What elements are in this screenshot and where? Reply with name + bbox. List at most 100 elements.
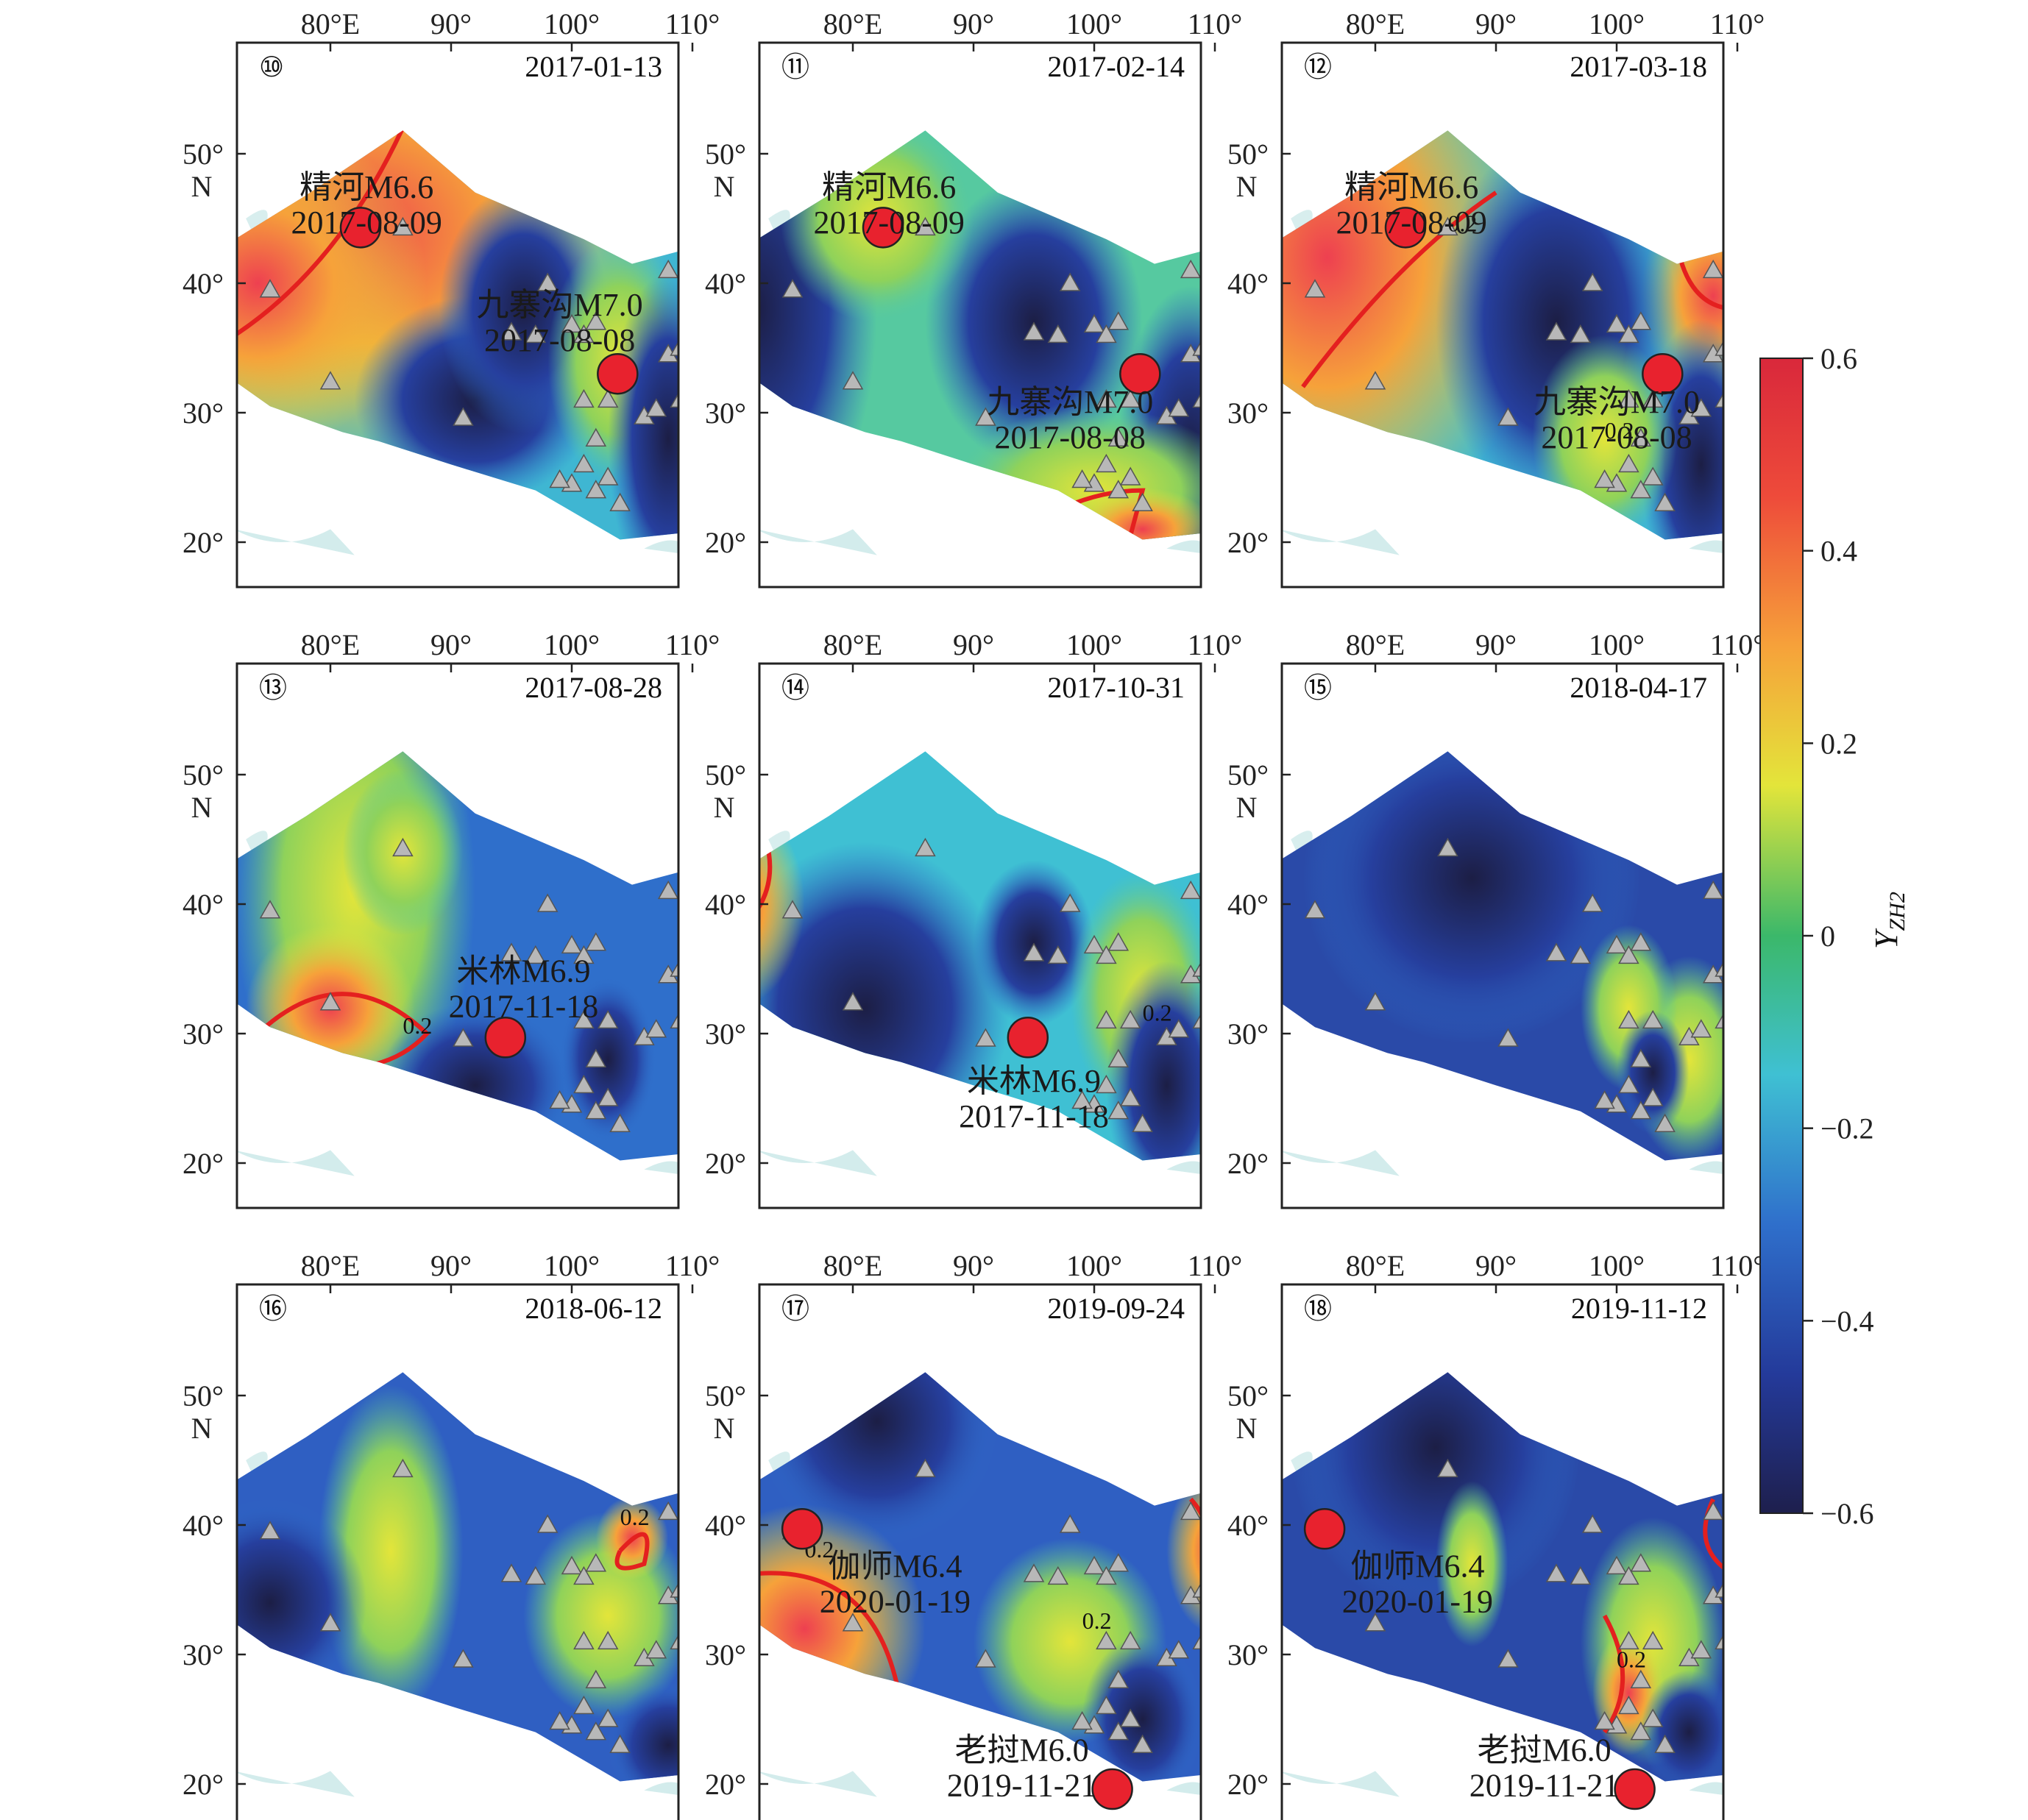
station-triangle <box>1570 1565 1592 1585</box>
station-triangle <box>1096 1695 1117 1715</box>
station-triangle <box>1168 1019 1190 1038</box>
station-triangle <box>1497 407 1519 426</box>
station-triangle <box>1107 1553 1130 1572</box>
y-unit-label: N <box>714 1412 735 1445</box>
panel-number: ⑱ <box>1304 1294 1332 1325</box>
event-date: 2017-11-18 <box>959 1098 1109 1134</box>
panel-frame <box>235 41 680 589</box>
station-triangle <box>975 1028 996 1047</box>
coast-hint <box>1689 1161 1723 1175</box>
station-triangle <box>1192 1634 1201 1650</box>
y-tick-label: 20° <box>182 526 224 559</box>
cold-anomaly <box>1291 1372 1581 1613</box>
event-name: 伽师M6.4 <box>1350 1548 1484 1584</box>
colorbar-tick-label: −0.4 <box>1820 1304 1874 1337</box>
station-triangle <box>573 1695 595 1715</box>
station-triangle <box>1715 392 1723 408</box>
panel-date: 2018-04-17 <box>1570 671 1707 704</box>
station-triangle <box>561 313 583 333</box>
station-triangle <box>1107 427 1130 447</box>
station-triangle <box>1119 466 1141 486</box>
station-triangle <box>1702 880 1723 900</box>
event-date: 2017-08-09 <box>814 205 965 241</box>
station-triangle <box>1437 216 1458 236</box>
y-unit-label: N <box>1236 170 1258 203</box>
map-panel-7: 0.2 80°E 90° 100° 110° 50° 40° 30° 20° N ⑯ 2018-06-… <box>182 1249 720 1820</box>
colorbar-title-main: Y <box>1868 928 1904 949</box>
station-triangle <box>453 407 474 426</box>
x-tick-label: 100° <box>1589 7 1645 40</box>
panel-frame <box>1280 41 1725 589</box>
station-triangle <box>975 407 996 426</box>
station-triangle <box>1630 1048 1652 1067</box>
station-triangle <box>1702 259 1723 279</box>
station-triangle <box>645 1640 667 1659</box>
station-triangle <box>453 1649 474 1668</box>
event-date: 2017-08-08 <box>1541 419 1692 455</box>
station-triangle <box>1083 1555 1105 1575</box>
station-triangle <box>1083 313 1105 333</box>
panel-date: 2017-01-13 <box>525 50 662 83</box>
station-triangle <box>1304 900 1326 919</box>
station-triangle <box>915 216 936 236</box>
y-tick-label: 20° <box>1227 1768 1269 1801</box>
event-date: 2017-08-08 <box>484 322 635 358</box>
y-tick-label: 30° <box>182 1017 224 1051</box>
panel-date: 2017-10-31 <box>1047 671 1185 704</box>
event-name: 伽师M6.4 <box>828 1548 962 1584</box>
coast-hint <box>1166 540 1201 554</box>
map-body <box>1282 664 1723 1208</box>
station-triangle <box>536 893 559 912</box>
station-triangle <box>573 388 595 408</box>
y-tick-label: 20° <box>705 526 746 559</box>
colorbar: 0.6 0.4 0.2 0 −0.2 −0.4 −0.6 YZH2 <box>1759 342 1910 1530</box>
station-triangle <box>1642 1009 1664 1029</box>
earthquake-marker <box>597 352 639 395</box>
station-triangle <box>597 1708 619 1727</box>
coast-hint <box>644 540 678 554</box>
x-tick-label: 90° <box>953 628 994 661</box>
station-triangle <box>1132 1113 1153 1132</box>
station-triangle <box>1119 388 1141 408</box>
y-tick-label: 20° <box>705 1147 746 1180</box>
panel-frame <box>1280 1283 1725 1820</box>
station-triangle <box>1642 466 1664 486</box>
panel-frame <box>1280 662 1725 1209</box>
station-triangle <box>670 392 678 408</box>
station-triangle <box>1205 397 1224 413</box>
panel-number: ⑬ <box>259 673 287 704</box>
earthquake-marker <box>1303 1508 1346 1550</box>
station-triangle <box>1570 945 1592 964</box>
x-tick-label: 110° <box>1188 1249 1243 1282</box>
station-triangle <box>1594 1089 1615 1109</box>
station-triangle <box>392 1458 414 1478</box>
station-triangle <box>549 469 570 488</box>
station-triangle <box>975 1649 996 1668</box>
station-triangle <box>1715 341 1723 356</box>
station-triangle <box>1618 945 1639 964</box>
station-triangle <box>585 480 607 499</box>
station-triangle <box>609 1734 631 1753</box>
station-triangle <box>1715 961 1723 977</box>
hot-anomaly <box>1070 488 1201 540</box>
station-triangle <box>597 388 619 408</box>
event-name: 九寨沟M7.0 <box>477 287 643 323</box>
station-triangle <box>1364 371 1386 390</box>
station-triangle <box>1192 341 1201 356</box>
coast-hint <box>1282 529 1400 555</box>
x-tick-label: 110° <box>1710 7 1765 40</box>
y-unit-label: N <box>1236 791 1258 824</box>
y-tick-label: 30° <box>1227 1017 1269 1051</box>
event-date: 2017-08-09 <box>1336 205 1487 241</box>
station-triangle <box>1606 313 1628 333</box>
station-triangle <box>259 1521 281 1540</box>
earthquake-marker <box>862 207 904 249</box>
station-triangle <box>1654 1113 1676 1132</box>
coast-hint <box>644 1161 678 1175</box>
y-tick-label: 30° <box>705 1638 746 1671</box>
